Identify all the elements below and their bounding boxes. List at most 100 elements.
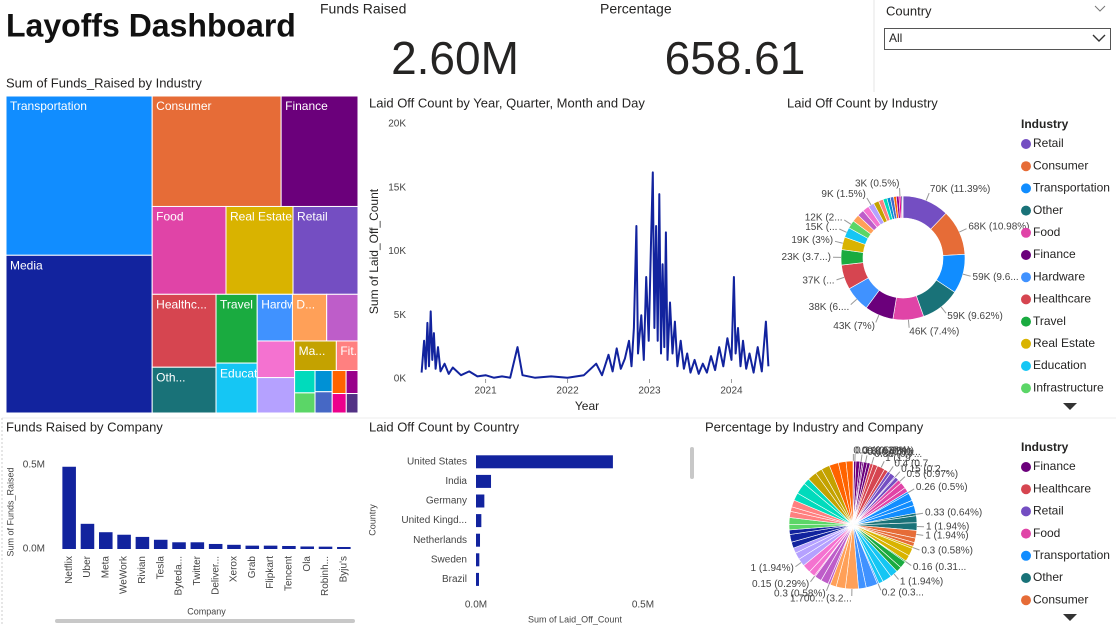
x-tick-label: Byteda...: [174, 556, 185, 595]
data-label: 0.3 (0.58%): [774, 588, 826, 599]
bar: [227, 544, 241, 549]
leader-line: [860, 454, 863, 462]
legend-label: Finance: [1033, 247, 1076, 261]
treemap-cell: [215, 293, 258, 364]
pie-slice: [845, 460, 854, 526]
treemap-cell: [5, 254, 153, 414]
leader-line: [866, 197, 872, 206]
leader-line: [810, 575, 816, 583]
legend-marker: [1021, 161, 1031, 172]
leader-line: [907, 488, 915, 493]
bar: [99, 532, 113, 549]
data-label: 46K (7.4%): [909, 326, 959, 337]
leader-line: [825, 584, 830, 592]
legend-scroll[interactable]: [1063, 614, 1077, 621]
data-label: 59K (9.62%): [947, 311, 1003, 322]
data-label: 9K (1.5%): [821, 189, 865, 200]
data-label: 0.46 (0.89...: [867, 447, 920, 458]
data-label: 37K (...: [802, 276, 834, 287]
bar: [476, 553, 480, 567]
treemap-cell: [345, 393, 359, 414]
legend-label: Other: [1033, 203, 1063, 217]
treemap-cell: [151, 205, 227, 295]
legend-label: Transportation: [1033, 548, 1110, 562]
leader-line: [843, 219, 852, 225]
x-tick-label: WeWork: [119, 555, 130, 594]
x-tick-label: Meta: [100, 556, 111, 579]
chart-title: Laid Off Count by Industry: [787, 95, 938, 110]
treemap-label: Travel: [220, 297, 253, 311]
data-label: 59K (9.6...: [973, 272, 1019, 283]
legend-label: Travel: [1033, 314, 1066, 328]
legend-label: Retail: [1033, 504, 1064, 518]
legend-marker: [1021, 227, 1031, 238]
x-tick-label: 2022: [556, 386, 579, 397]
legend-marker: [1021, 139, 1031, 149]
leader-line: [916, 512, 924, 515]
legend-label: Finance: [1033, 459, 1076, 473]
legend-label: Transportation: [1033, 181, 1110, 195]
slicer-value: All: [889, 31, 902, 45]
leader-line: [912, 547, 920, 551]
data-label: 1.700... (3.2...: [790, 594, 852, 605]
bar: [337, 546, 351, 549]
bar: [476, 572, 480, 586]
treemap-cell: [280, 95, 359, 207]
legend-marker: [1021, 595, 1031, 606]
data-label: 0.26 (0.5%): [916, 482, 968, 493]
chart-title: Funds Raised by Company: [6, 419, 163, 434]
legend-marker: [1021, 183, 1031, 194]
legend-marker: [1021, 294, 1031, 305]
legend-label: Education: [1033, 358, 1086, 372]
scrollbar[interactable]: [690, 447, 694, 479]
data-label: 1 (1.94%): [900, 576, 943, 587]
legend-marker: [1021, 338, 1031, 349]
legend-scroll[interactable]: [1063, 403, 1077, 410]
slicer-dropdown[interactable]: [884, 28, 1111, 50]
dashboard-title: Layoffs Dashboard: [6, 7, 296, 43]
treemap-cell: [326, 293, 359, 342]
treemap-label: Ma...: [299, 344, 326, 358]
bar: [80, 523, 95, 549]
y-tick-label: Germany: [426, 496, 467, 507]
slicer-label: Country: [886, 3, 932, 18]
slicer-menu[interactable]: [1094, 5, 1106, 12]
bar: [208, 543, 223, 549]
y-tick-label: 0.0M: [23, 544, 45, 555]
leader-line: [888, 466, 894, 473]
treemap-cell: [331, 393, 347, 414]
data-label: 0.15 (0.2...: [901, 464, 949, 475]
bar: [282, 545, 296, 549]
legend-label: Consumer: [1033, 592, 1088, 606]
data-label: 0.2 (0.3...: [882, 588, 924, 599]
x-tick-label: Robinh...: [320, 556, 331, 596]
treemap-cell: [314, 370, 333, 393]
treemap-label: Healthc...: [156, 297, 207, 311]
bar: [117, 534, 131, 549]
treemap-cell: [294, 370, 316, 394]
x-axis-title: Company: [187, 606, 226, 616]
legend-label: Hardware: [1033, 269, 1085, 283]
leader-line: [834, 240, 843, 244]
bar: [300, 546, 314, 549]
x-tick-label: Grab: [247, 556, 258, 579]
data-label: 19K (3%): [791, 235, 833, 246]
leader-line: [871, 456, 875, 464]
treemap-label: Finance: [285, 99, 328, 113]
legend-label: Consumer: [1033, 158, 1088, 172]
x-tick-label: Tencent: [284, 556, 295, 591]
scrollbar[interactable]: [55, 619, 355, 623]
legend-marker: [1021, 506, 1031, 517]
leader-line: [899, 476, 906, 482]
y-tick-label: 15K: [388, 182, 406, 193]
legend-marker: [1021, 550, 1031, 561]
treemap-cell: [331, 370, 347, 395]
legend-title: Industry: [1021, 117, 1069, 131]
data-label: 3K (0.5%): [855, 179, 899, 190]
treemap-label: Retail: [297, 210, 328, 224]
treemap-cell: [314, 391, 333, 414]
legend-marker: [1021, 484, 1031, 495]
leader-line: [875, 314, 880, 323]
y-tick-label: 0.5M: [23, 460, 45, 471]
